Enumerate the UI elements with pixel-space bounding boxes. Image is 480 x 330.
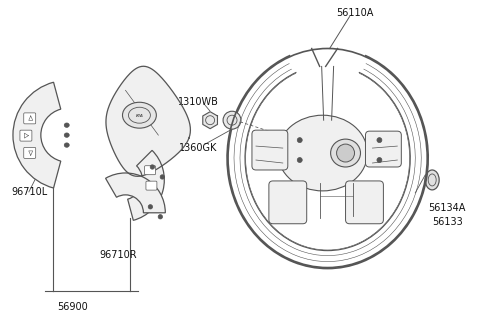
Ellipse shape [331,139,360,167]
FancyBboxPatch shape [269,181,307,224]
Text: 96710L: 96710L [11,187,47,197]
Ellipse shape [64,133,69,137]
Wedge shape [298,78,358,158]
FancyBboxPatch shape [20,130,32,141]
Ellipse shape [278,115,368,191]
FancyBboxPatch shape [24,148,36,158]
Polygon shape [203,112,217,129]
Ellipse shape [150,165,155,169]
Text: 56900: 56900 [57,302,88,313]
Ellipse shape [223,111,241,129]
FancyBboxPatch shape [346,181,384,224]
FancyBboxPatch shape [144,166,156,175]
Ellipse shape [64,143,69,147]
Text: 1310WB: 1310WB [178,97,218,107]
FancyBboxPatch shape [252,130,288,170]
Ellipse shape [148,205,153,209]
Text: 56133: 56133 [432,217,463,227]
Ellipse shape [377,138,382,143]
Ellipse shape [122,102,156,128]
Ellipse shape [297,138,302,143]
Wedge shape [128,150,164,220]
Ellipse shape [160,175,165,179]
Ellipse shape [64,123,69,127]
Ellipse shape [336,144,355,162]
Polygon shape [106,66,191,176]
Ellipse shape [246,66,409,249]
Ellipse shape [377,157,382,162]
Ellipse shape [228,49,427,268]
Text: 96710R: 96710R [100,249,137,260]
Wedge shape [106,173,165,213]
Wedge shape [293,56,362,158]
FancyBboxPatch shape [24,113,36,124]
FancyBboxPatch shape [146,181,157,190]
Text: 56110A: 56110A [336,8,373,17]
Text: KIA: KIA [135,114,144,118]
Text: 1360GK: 1360GK [179,143,217,153]
Ellipse shape [297,157,302,162]
Text: 56134A: 56134A [429,203,466,213]
Wedge shape [13,82,61,188]
Ellipse shape [425,170,439,190]
FancyBboxPatch shape [365,131,401,167]
Ellipse shape [158,214,163,219]
